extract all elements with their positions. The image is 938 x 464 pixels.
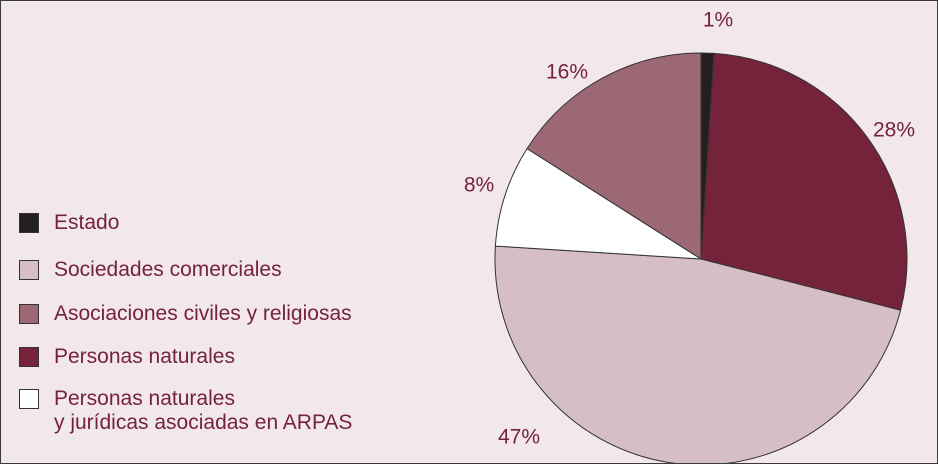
pie-slice (526, 52, 702, 260)
legend-item: Estado (19, 211, 119, 235)
legend-item: Personas naturales (19, 345, 235, 369)
pie-slice (700, 52, 908, 311)
legend-swatch (19, 347, 39, 367)
legend-item: Asociaciones civiles y religiosas (19, 302, 352, 326)
slice-label: 47% (498, 426, 540, 449)
legend-label: Asociaciones civiles y religiosas (54, 302, 352, 325)
legend-swatch (19, 389, 39, 409)
legend-label: Personas naturales (54, 345, 235, 368)
pie-slice (494, 245, 902, 463)
pie-slice (494, 147, 702, 260)
legend-swatch (19, 304, 39, 324)
legend-item: Personas naturales y jurídicas asociadas… (19, 387, 352, 435)
legend-label: Personas naturales y jurídicas asociadas… (54, 387, 353, 434)
legend-swatch (19, 213, 39, 233)
slice-label: 16% (546, 61, 588, 84)
legend-label: Sociedades comerciales (54, 258, 282, 281)
legend-item: Sociedades comerciales (19, 258, 282, 282)
slice-label: 8% (464, 174, 494, 197)
slice-label: 28% (873, 119, 915, 142)
legend-label: Estado (54, 211, 120, 234)
legend-swatch (19, 260, 39, 280)
slice-label: 1% (703, 9, 733, 32)
